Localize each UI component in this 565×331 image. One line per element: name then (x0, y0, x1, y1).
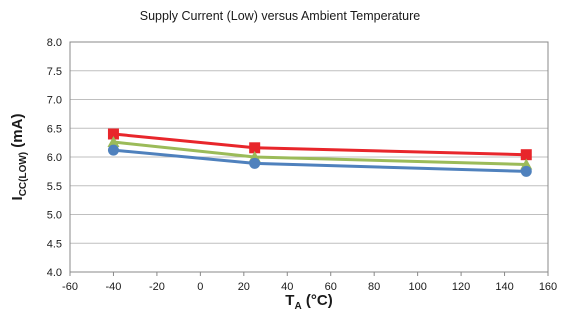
y-tick-label: 8.0 (47, 37, 62, 49)
series-3-point (107, 144, 119, 156)
x-tick-label: 120 (452, 281, 470, 293)
series-1-point (107, 128, 119, 140)
x-tick-label: 80 (368, 281, 380, 293)
series (107, 128, 533, 177)
y-tick-label: 6.0 (47, 152, 62, 164)
y-tick-label: 7.5 (47, 66, 62, 78)
y-tick-label: 4.5 (47, 238, 62, 250)
x-tick-label: 140 (495, 281, 513, 293)
x-tick-label: 60 (325, 281, 337, 293)
y-tick-label: 5.0 (47, 210, 62, 222)
series-2-point (520, 158, 533, 170)
y-axis-label-main: I (9, 196, 26, 200)
series-3-point (520, 165, 532, 177)
y-axis-label: ICC(LOW) (mA) (9, 114, 29, 201)
y-tick-label: 6.5 (47, 123, 62, 135)
x-axis-label-unit: (°C) (302, 292, 333, 309)
y-tick-label: 4.0 (47, 267, 62, 279)
series-3-point (249, 157, 261, 169)
x-tick-label: 40 (281, 281, 293, 293)
plot-area (69, 41, 549, 273)
x-axis-label: TA (°C) (285, 292, 332, 312)
series-2-point (107, 136, 120, 148)
y-axis-label-unit: (mA) (9, 114, 26, 152)
x-axis-label-sub: A (294, 301, 301, 312)
x-axis-label-main: T (285, 292, 294, 309)
series-1-point (249, 142, 261, 154)
y-axis-label-sub: CC(LOW) (18, 152, 29, 196)
x-tick-label: 20 (238, 281, 250, 293)
y-tick-label: 5.5 (47, 181, 62, 193)
series-1-point (520, 149, 532, 161)
x-tick-label: -20 (149, 281, 165, 293)
x-tick-label: 100 (408, 281, 426, 293)
x-tick-label: -40 (106, 281, 122, 293)
series-1-line (113, 132, 527, 157)
axis-ticks: 4.0 4.5 5.0 5.5 6.0 6.5 7.0 7.5 8.0 -60 -40 -20 0 20 4… (47, 37, 557, 293)
chart-title: Supply Current (Low) versus Ambient Temp… (140, 9, 420, 23)
x-tick-label: 0 (197, 281, 203, 293)
x-tick-label: 160 (539, 281, 557, 293)
x-tick-label: -60 (62, 281, 78, 293)
y-tick-label: 7.0 (47, 95, 62, 107)
